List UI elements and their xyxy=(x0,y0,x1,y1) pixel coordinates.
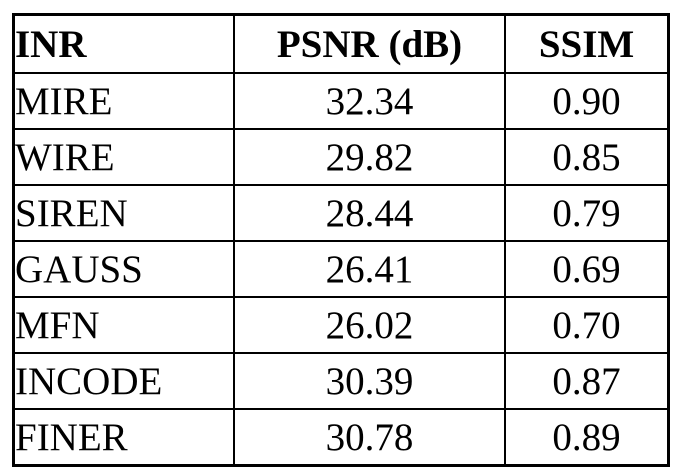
header-row: INR PSNR (dB) SSIM xyxy=(12,13,670,74)
cell-ssim-value: 0.89 xyxy=(504,408,670,467)
cell-ssim-value: 0.85 xyxy=(504,128,670,186)
cell-ssim-value: 0.90 xyxy=(504,72,670,130)
table-row: MFN 26.02 0.70 xyxy=(12,296,670,354)
cell-psnr-value: 26.02 xyxy=(233,296,506,354)
cell-inr-name: WIRE xyxy=(12,128,235,186)
cell-inr-name: INCODE xyxy=(12,352,235,410)
table-row: GAUSS 26.41 0.69 xyxy=(12,240,670,298)
cell-psnr-value: 30.39 xyxy=(233,352,506,410)
cell-ssim-value: 0.70 xyxy=(504,296,670,354)
cell-psnr-value: 28.44 xyxy=(233,184,506,242)
cell-psnr-value: 29.82 xyxy=(233,128,506,186)
cell-inr-name: SIREN xyxy=(12,184,235,242)
column-header-inr: INR xyxy=(12,13,235,74)
inr-results-table: INR PSNR (dB) SSIM MIRE 32.34 0.90 WIRE … xyxy=(12,13,670,467)
table-row: SIREN 28.44 0.79 xyxy=(12,184,670,242)
cell-ssim-value: 0.79 xyxy=(504,184,670,242)
table-row: MIRE 32.34 0.90 xyxy=(12,72,670,130)
table-row: WIRE 29.82 0.85 xyxy=(12,128,670,186)
cell-ssim-value: 0.69 xyxy=(504,240,670,298)
cell-ssim-value: 0.87 xyxy=(504,352,670,410)
column-header-psnr: PSNR (dB) xyxy=(233,13,506,74)
cell-psnr-value: 26.41 xyxy=(233,240,506,298)
column-header-ssim: SSIM xyxy=(504,13,670,74)
table-row: INCODE 30.39 0.87 xyxy=(12,352,670,410)
table-row: FINER 30.78 0.89 xyxy=(12,408,670,467)
cell-inr-name: GAUSS xyxy=(12,240,235,298)
cell-psnr-value: 32.34 xyxy=(233,72,506,130)
cell-inr-name: FINER xyxy=(12,408,235,467)
cell-inr-name: MIRE xyxy=(12,72,235,130)
cell-inr-name: MFN xyxy=(12,296,235,354)
cell-psnr-value: 30.78 xyxy=(233,408,506,467)
results-table-container: INR PSNR (dB) SSIM MIRE 32.34 0.90 WIRE … xyxy=(12,13,670,467)
